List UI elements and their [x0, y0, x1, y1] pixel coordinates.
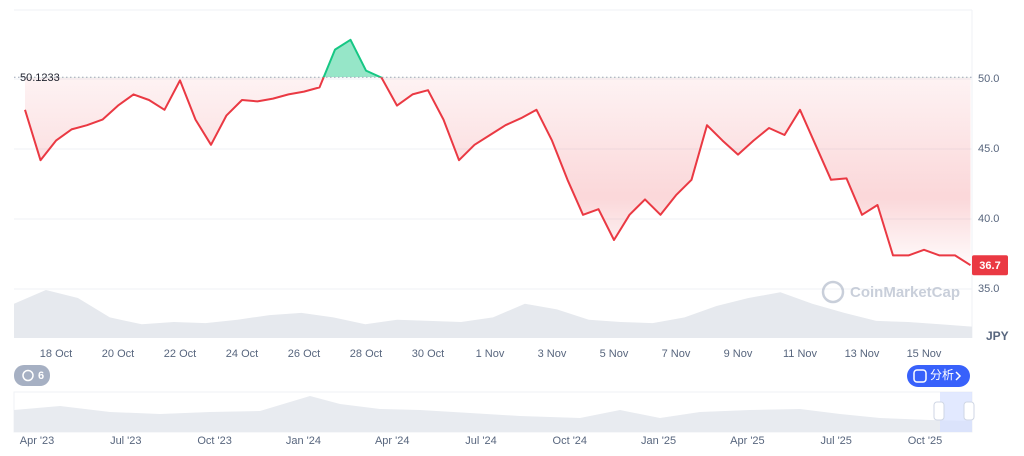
navigator-label: Oct '23: [197, 435, 232, 447]
navigator-label: Apr '23: [20, 435, 55, 447]
x-tick-label: 18 Oct: [40, 348, 72, 360]
navigator-label: Jul '23: [110, 435, 141, 447]
navigator-handle[interactable]: [933, 401, 945, 421]
x-tick-label: 5 Nov: [600, 348, 629, 360]
x-tick-label: 20 Oct: [102, 348, 134, 360]
y-tick-label: 35.0: [978, 283, 999, 295]
x-tick-label: 15 Nov: [907, 348, 942, 360]
x-tick-label: 11 Nov: [783, 348, 818, 360]
watermark-text: CoinMarketCap: [850, 284, 960, 301]
navigator-area: [14, 396, 972, 432]
analyze-label: 分析: [930, 368, 954, 382]
x-tick-label: 28 Oct: [350, 348, 382, 360]
analyze-chevron: [955, 371, 962, 381]
navigator-label: Oct '25: [908, 435, 943, 447]
x-tick-label: 22 Oct: [164, 348, 196, 360]
x-tick-label: 30 Oct: [412, 348, 444, 360]
y-tick-label: 50.0: [978, 73, 999, 85]
x-tick-label: 24 Oct: [226, 348, 258, 360]
x-tick-label: 3 Nov: [538, 348, 567, 360]
history-chip[interactable]: [14, 365, 50, 386]
x-tick-label: 1 Nov: [476, 348, 505, 360]
price-line: [24, 77, 972, 267]
watermark: CoinMarketCap: [821, 280, 960, 304]
navigator-label: Jul '24: [465, 435, 496, 447]
history-count: 6: [38, 370, 44, 382]
area-above: [323, 39, 381, 78]
navigator-label: Apr '24: [375, 435, 410, 447]
navigator-label: Oct '24: [553, 435, 588, 447]
area-below: [25, 77, 971, 266]
navigator-label: Jul '25: [820, 435, 851, 447]
x-tick-label: 9 Nov: [724, 348, 753, 360]
history-icon: [22, 369, 34, 382]
volume-area: [14, 290, 972, 338]
reference-label: 50.1233: [20, 72, 60, 84]
x-tick-label: 13 Nov: [845, 348, 880, 360]
navigator-label: Jan '24: [286, 435, 321, 447]
x-tick-label: 26 Oct: [288, 348, 320, 360]
y-tick-label: 45.0: [978, 143, 999, 155]
analyze-icon: [913, 369, 927, 383]
last-price-label: 36.7: [979, 260, 1000, 272]
navigator-label: Apr '25: [730, 435, 765, 447]
currency-label: JPY: [986, 329, 1009, 343]
navigator-handle[interactable]: [963, 401, 975, 421]
navigator-label: Jan '25: [641, 435, 676, 447]
last-price-badge: [972, 255, 1008, 276]
x-tick-label: 7 Nov: [662, 348, 691, 360]
y-tick-label: 40.0: [978, 213, 999, 225]
